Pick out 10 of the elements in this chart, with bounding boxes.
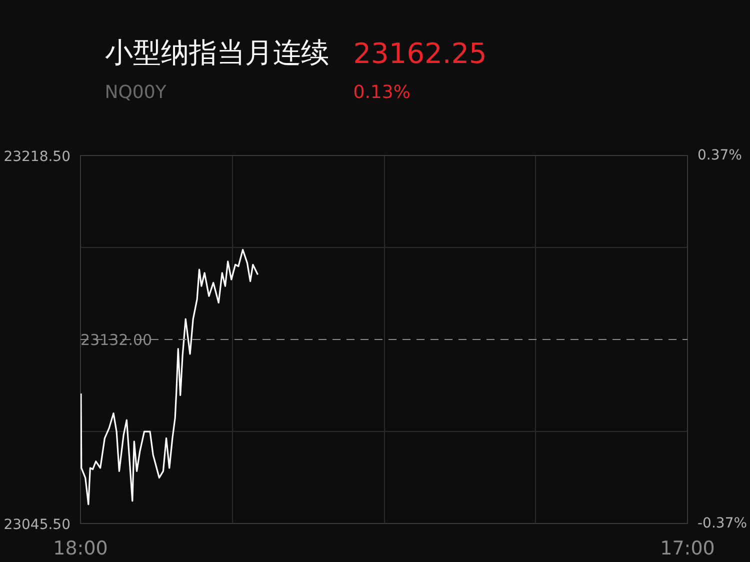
text: 23162.25 bbox=[353, 37, 487, 70]
y-tick-label: 23218.50 bbox=[4, 149, 71, 165]
x-tick-label: 18:00 bbox=[53, 538, 108, 560]
chart-subtitle: NQ00Y bbox=[104, 82, 168, 103]
chart-title: 小型纳指当月连续 bbox=[104, 36, 329, 69]
text: 0.13% bbox=[353, 82, 410, 103]
x-tick-label: 17:00 bbox=[660, 538, 715, 560]
y-tick-label: 23045.50 bbox=[4, 517, 71, 533]
y2-tick-label: -0.37% bbox=[698, 516, 748, 532]
y2-tick-label: 0.37% bbox=[698, 148, 742, 164]
